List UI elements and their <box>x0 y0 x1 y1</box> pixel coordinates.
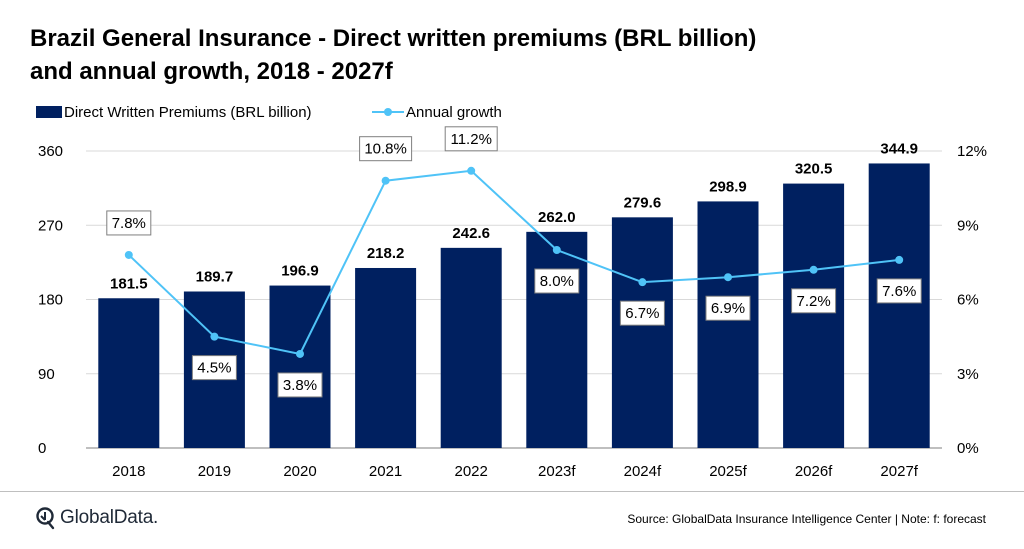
y-right-tick-label: 0% <box>957 440 979 457</box>
growth-label-box <box>619 300 665 326</box>
x-tick-label: 2020 <box>283 463 316 480</box>
bar <box>355 267 417 448</box>
globaldata-logo: GlobalData. <box>34 506 158 530</box>
growth-value-label: 4.5% <box>197 360 231 377</box>
chart-title-line-1: Brazil General Insurance - Direct writte… <box>30 25 757 52</box>
growth-label-box <box>705 295 751 321</box>
source-note: Source: GlobalData Insurance Intelligenc… <box>627 512 986 526</box>
growth-label-box <box>106 210 152 236</box>
y-left-tick-label: 270 <box>38 217 63 234</box>
y-left-tick-label: 180 <box>38 292 63 309</box>
y-right-tick-label: 9% <box>957 217 979 234</box>
y-right-tick-label: 12% <box>957 143 987 160</box>
growth-value-label: 6.7% <box>625 305 659 322</box>
x-tick-label: 2026f <box>795 463 833 480</box>
x-tick-label: 2025f <box>709 463 747 480</box>
bar <box>783 183 845 448</box>
bar-value-label: 242.6 <box>452 225 490 242</box>
growth-value-label: 11.2% <box>450 131 491 148</box>
x-tick-label: 2027f <box>880 463 918 480</box>
bar-value-label: 189.7 <box>196 268 234 285</box>
chart-title-line-2: and annual growth, 2018 - 2027f <box>30 58 393 85</box>
growth-label-box <box>359 136 413 162</box>
bar <box>868 163 930 448</box>
x-tick-label: 2023f <box>538 463 576 480</box>
y-left-tick-label: 0 <box>38 440 46 457</box>
bar-value-label: 279.6 <box>624 194 662 211</box>
x-tick-label: 2021 <box>369 463 402 480</box>
bar-value-label: 196.9 <box>281 263 319 280</box>
growth-value-label: 8.0% <box>540 273 574 290</box>
growth-label-box <box>191 355 237 381</box>
footer-divider <box>0 491 1024 492</box>
y-left-tick-label: 360 <box>38 143 63 160</box>
growth-point <box>552 246 561 254</box>
y-right-tick-label: 6% <box>957 292 979 309</box>
bar-value-label: 320.5 <box>795 161 833 178</box>
growth-label-box <box>791 288 837 314</box>
bar-value-label: 181.5 <box>110 275 148 292</box>
growth-point <box>724 273 732 282</box>
bar <box>440 247 502 448</box>
x-tick-label: 2019 <box>198 463 231 480</box>
growth-point <box>210 332 219 341</box>
growth-value-label: 7.6% <box>882 283 916 300</box>
legend-bar-swatch <box>36 106 62 118</box>
bar-value-label: 344.9 <box>880 140 918 157</box>
chart-title: Brazil General Insurance - Direct writte… <box>30 22 990 88</box>
bar <box>526 231 588 448</box>
y-right-tick-label: 3% <box>957 366 979 383</box>
x-tick-label: 2018 <box>112 463 145 480</box>
legend-line-label: Annual growth <box>406 104 502 121</box>
growth-label-box <box>277 372 323 398</box>
growth-value-label: 10.8% <box>364 141 407 158</box>
bar <box>98 298 160 448</box>
bar-value-label: 298.9 <box>709 178 747 195</box>
growth-value-label: 6.9% <box>711 300 745 317</box>
x-tick-label: 2024f <box>624 463 662 480</box>
growth-label-box <box>876 278 922 304</box>
bar-value-label: 218.2 <box>367 245 405 262</box>
growth-value-label: 7.8% <box>112 215 146 232</box>
logo-text: GlobalData. <box>60 507 159 528</box>
growth-point <box>809 265 818 274</box>
bar <box>611 217 673 448</box>
growth-value-label: 3.8% <box>283 377 317 394</box>
growth-label-box <box>444 126 498 152</box>
legend-line-marker <box>384 108 392 116</box>
growth-value-label: 7.2% <box>796 293 830 310</box>
growth-point <box>381 176 390 185</box>
growth-line <box>128 169 900 356</box>
growth-point <box>638 278 647 287</box>
growth-point <box>124 250 133 259</box>
growth-point <box>467 166 476 175</box>
x-tick-label: 2022 <box>455 463 488 480</box>
bar-value-label: 262.0 <box>538 209 576 226</box>
growth-label-box <box>534 268 580 294</box>
growth-point <box>895 255 904 264</box>
growth-point <box>296 349 304 358</box>
bar <box>697 201 759 448</box>
chart: Direct Written Premiums (BRL billion) Ann… <box>36 104 987 480</box>
y-left-tick-label: 90 <box>38 366 55 383</box>
globaldata-logo-icon <box>36 507 55 530</box>
legend-bar-label: Direct Written Premiums (BRL billion) <box>64 104 312 121</box>
